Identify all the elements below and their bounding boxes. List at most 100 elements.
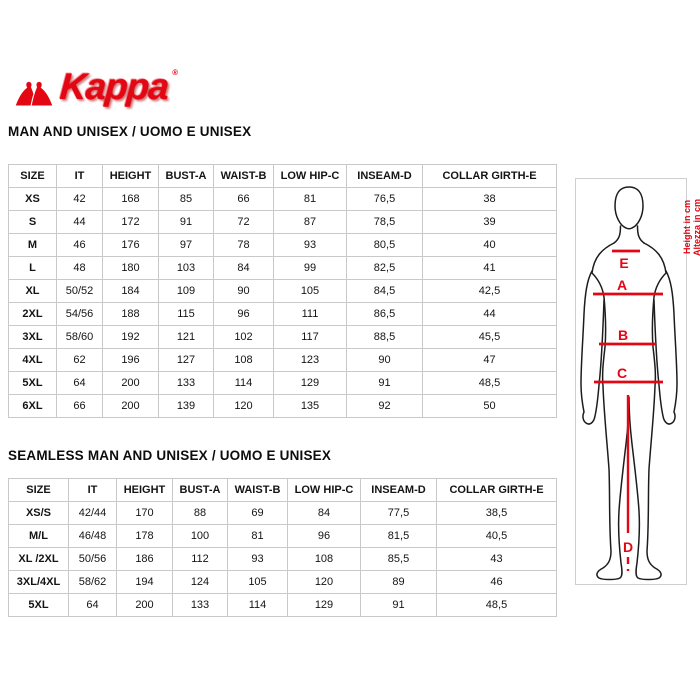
section-title-man-unisex: MAN AND UNISEX / UOMO E UNISEX <box>8 124 252 139</box>
column-header: LOW HIP-C <box>273 164 347 188</box>
measurement-cell: 192 <box>102 325 159 349</box>
measurement-cell: 200 <box>116 593 173 617</box>
measurement-cell: 93 <box>227 547 288 571</box>
size-table-seamless: SIZE IT HEIGHT BUST-A WAIST-B LOW HIP-C INSEAM… <box>8 478 557 617</box>
table-row: XS/S 42/44 170 88 69 84 77,5 38,5 <box>8 501 557 525</box>
neck-outline <box>636 225 645 244</box>
measurement-cell: 133 <box>172 593 228 617</box>
column-header: COLLAR GIRTH-E <box>422 164 557 188</box>
measurement-cell: 87 <box>273 210 347 234</box>
measurement-cell: 54/56 <box>56 302 103 326</box>
height-in-cm-label: Height in cm <box>682 199 692 254</box>
measurement-cell: 81 <box>227 524 288 548</box>
table-row: M 46 176 97 78 93 80,5 40 <box>8 233 557 257</box>
size-label-cell: 2XL <box>8 302 57 326</box>
measurement-cell: 44 <box>56 210 103 234</box>
column-header: COLLAR GIRTH-E <box>436 478 557 502</box>
table-row: 6XL 66 200 139 120 135 92 50 <box>8 394 557 418</box>
measurement-cell: 43 <box>436 547 557 571</box>
column-header: SIZE <box>8 164 57 188</box>
left-arm-outline <box>580 270 605 425</box>
measurement-cell: 194 <box>116 570 173 594</box>
body-outline-figure: E A B C D <box>580 186 678 581</box>
table-row: XS 42 168 85 66 81 76,5 38 <box>8 187 557 211</box>
right-arm-outline <box>653 270 678 425</box>
measurement-cell: 123 <box>273 348 347 372</box>
body-measurement-diagram: E A B C D <box>575 178 687 585</box>
measurement-cell: 50 <box>422 394 557 418</box>
measurement-cell: 105 <box>227 570 288 594</box>
measurement-cell: 58/62 <box>68 570 117 594</box>
measurement-cell: 66 <box>56 394 103 418</box>
measurement-cell: 124 <box>172 570 228 594</box>
table-header-row: SIZE IT HEIGHT BUST-A WAIST-B LOW HIP-C INSEAM… <box>8 478 557 502</box>
measurement-cell: 120 <box>213 394 274 418</box>
size-label-cell: XS/S <box>8 501 69 525</box>
column-header: INSEAM-D <box>360 478 437 502</box>
measurement-cell: 93 <box>273 233 347 257</box>
measurement-cell: 184 <box>102 279 159 303</box>
measurement-cell: 114 <box>213 371 274 395</box>
measurement-cell: 84 <box>213 256 274 280</box>
table-header-row: SIZE IT HEIGHT BUST-A WAIST-B LOW HIP-C INSEAM… <box>8 164 557 188</box>
column-header: SIZE <box>8 478 69 502</box>
measurement-cell: 76,5 <box>346 187 423 211</box>
measurement-cell: 46 <box>56 233 103 257</box>
measurement-cell: 117 <box>273 325 347 349</box>
table-row: 3XL 58/60 192 121 102 117 88,5 45,5 <box>8 325 557 349</box>
size-label-cell: 5XL <box>8 593 69 617</box>
measurement-cell: 82,5 <box>346 256 423 280</box>
size-label-cell: 4XL <box>8 348 57 372</box>
measurement-cell: 39 <box>422 210 557 234</box>
size-label-cell: XL <box>8 279 57 303</box>
measurement-cell: 50/56 <box>68 547 117 571</box>
measurement-cell: 96 <box>213 302 274 326</box>
measurement-cell: 85 <box>158 187 214 211</box>
size-label-cell: XL /2XL <box>8 547 69 571</box>
measurement-cell: 84 <box>287 501 361 525</box>
measurement-cell: 108 <box>287 547 361 571</box>
table-row: L 48 180 103 84 99 82,5 41 <box>8 256 557 280</box>
measurement-cell: 62 <box>56 348 103 372</box>
measurement-cell: 127 <box>158 348 214 372</box>
measurement-cell: 103 <box>158 256 214 280</box>
measurement-cell: 40,5 <box>436 524 557 548</box>
measurement-cell: 91 <box>360 593 437 617</box>
column-header: HEIGHT <box>102 164 159 188</box>
measurement-cell: 133 <box>158 371 214 395</box>
table-row: S 44 172 91 72 87 78,5 39 <box>8 210 557 234</box>
measurement-cell: 45,5 <box>422 325 557 349</box>
measurement-cell: 178 <box>116 524 173 548</box>
measurement-cell: 120 <box>287 570 361 594</box>
measurement-cell: 102 <box>213 325 274 349</box>
measurement-letters: E A B C D <box>617 255 633 555</box>
measurement-cell: 78,5 <box>346 210 423 234</box>
measurement-cell: 96 <box>287 524 361 548</box>
table-row: XL 50/52 184 109 90 105 84,5 42,5 <box>8 279 557 303</box>
measurement-cell: 81,5 <box>360 524 437 548</box>
registered-mark: ® <box>171 68 178 77</box>
measurement-cell: 186 <box>116 547 173 571</box>
column-header: IT <box>68 478 117 502</box>
size-label-cell: S <box>8 210 57 234</box>
kappa-wordmark: Kappa ® <box>58 65 178 108</box>
measurement-cell: 168 <box>102 187 159 211</box>
measurement-cell: 41 <box>422 256 557 280</box>
column-header: LOW HIP-C <box>287 478 361 502</box>
label-e: E <box>619 255 628 271</box>
measurement-cell: 196 <box>102 348 159 372</box>
measurement-cell: 66 <box>213 187 274 211</box>
altezza-in-cm-label: Altezza in cm <box>692 198 700 256</box>
measurement-cell: 108 <box>213 348 274 372</box>
column-header: WAIST-B <box>213 164 274 188</box>
measurement-cell: 109 <box>158 279 214 303</box>
measurement-cell: 200 <box>102 394 159 418</box>
measurement-cell: 92 <box>346 394 423 418</box>
measurement-cell: 90 <box>213 279 274 303</box>
measurement-cell: 105 <box>273 279 347 303</box>
table-row: 5XL 64 200 133 114 129 91 48,5 <box>8 371 557 395</box>
measurement-cell: 64 <box>68 593 117 617</box>
column-header: BUST-A <box>158 164 214 188</box>
label-b: B <box>618 327 628 343</box>
